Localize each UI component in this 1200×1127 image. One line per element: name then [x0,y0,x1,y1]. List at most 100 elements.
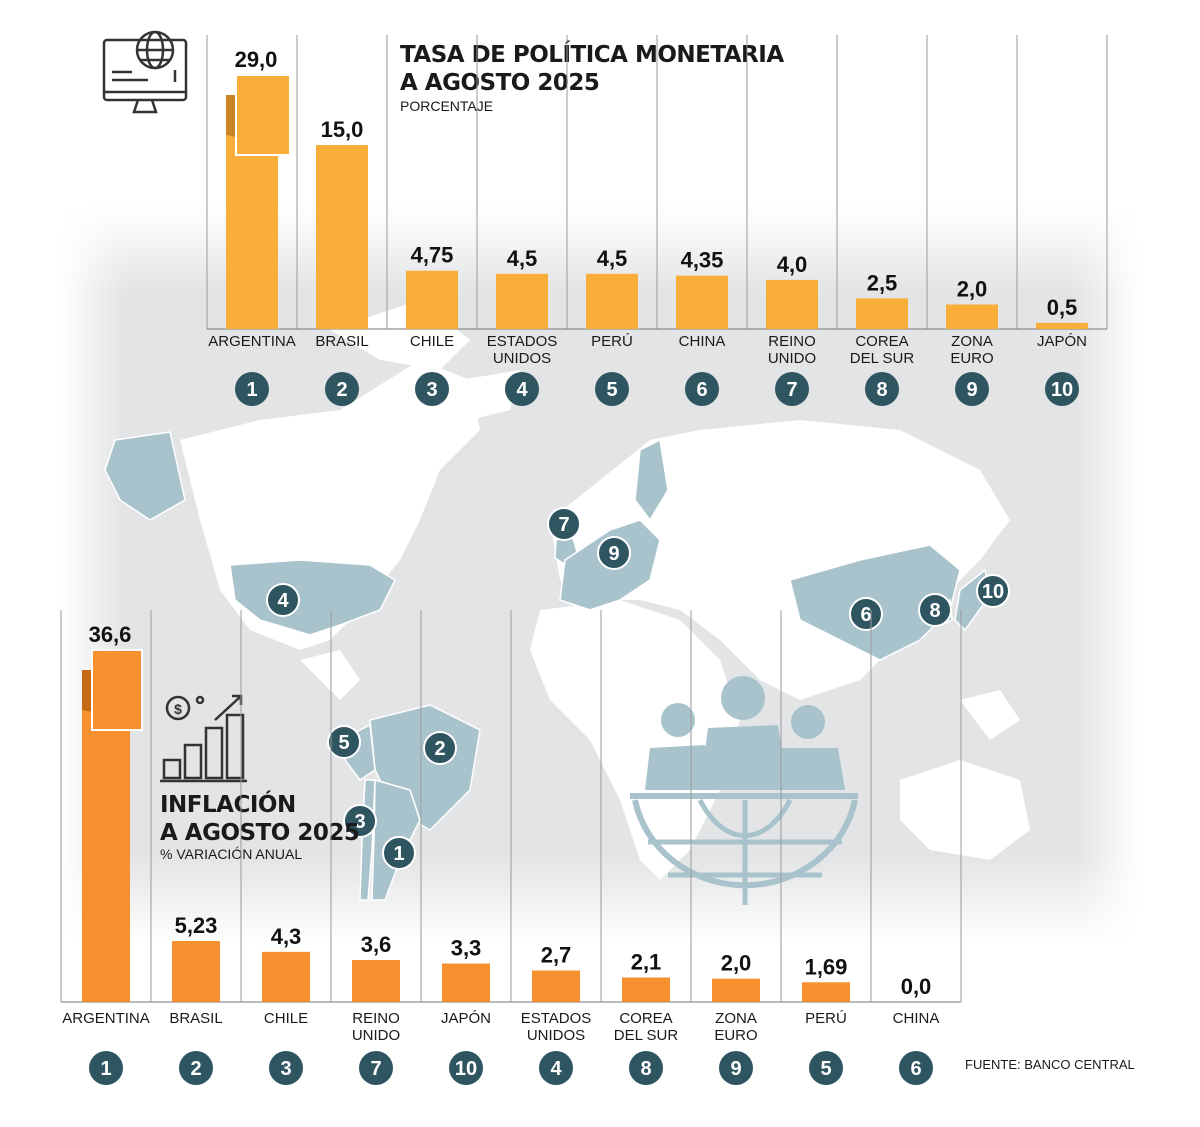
policy-value-label: 4,35 [681,248,724,273]
map-marker-2: 2 [423,731,457,765]
inflation-category-label: ZONA [715,1010,757,1027]
policy-category-label: UNIDOS [493,350,551,367]
svg-text:8: 8 [929,600,940,622]
inflation-rank-badge: 8 [629,1051,663,1085]
policy-value-label: 4,5 [507,246,538,271]
policy-value-label: 0,5 [1047,295,1078,320]
policy-category-label: ESTADOS [487,333,558,350]
inflation-rank-number: 7 [370,1058,381,1080]
policy-category-label: CHINA [679,333,726,350]
policy-rank-badge: 8 [865,372,899,406]
policy-bar [856,298,908,329]
policy-value-label: 4,0 [777,252,808,277]
inflation-bar [172,941,220,1002]
inflation-category-label: CHILE [264,1010,308,1027]
inflation-bar [262,951,310,1002]
inflation-value-label: 3,6 [361,932,392,957]
inflation-value-label: 1,69 [805,954,848,979]
inflation-category-label: ESTADOS [521,1010,592,1027]
inflation-category-label: REINO [352,1010,400,1027]
policy-bar [676,275,728,329]
policy-rank-circle [685,372,719,406]
inflation-bar-fold [82,670,92,712]
policy-bar [946,304,998,329]
computer-globe-icon [102,30,188,114]
inflation-rank-circle [899,1051,933,1085]
policy-rank-circle [955,372,989,406]
policy-rank-badge: 1 [235,372,269,406]
inflation-rank-circle [809,1051,843,1085]
policy-value-label: 2,0 [957,276,988,301]
policy-bar-fold [226,95,236,137]
map-marker-1: 1 [382,836,416,870]
policy-category-label: DEL SUR [850,350,915,367]
map-marker-6: 6 [849,597,883,631]
inflation-rank-number: 4 [550,1058,562,1080]
inflation-rank-circle [449,1051,483,1085]
svg-text:1: 1 [393,843,404,865]
inflation-rank-number: 10 [455,1058,477,1080]
inflation-category-label: EURO [714,1027,757,1044]
policy-subtitle: PORCENTAJE [400,98,494,114]
map-marker-8: 8 [918,593,952,627]
map-marker-4: 4 [266,583,300,617]
policy-rank-circle [775,372,809,406]
policy-rank-number: 7 [786,379,797,401]
policy-category-label: EURO [950,350,993,367]
policy-bar [406,270,458,329]
svg-text:$: $ [174,701,182,717]
inflation-rank-badge: 9 [719,1051,753,1085]
policy-bar [586,273,638,329]
finland [634,438,669,522]
inflation-rank-badge: 1 [89,1051,123,1085]
inflation-value-label: 5,23 [175,913,218,938]
inflation-bar [622,977,670,1002]
policy-category-label: ZONA [951,333,993,350]
svg-text:9: 9 [608,543,619,565]
svg-text:7: 7 [558,514,569,536]
policy-rank-number: 6 [696,379,707,401]
inflation-title-line1: INFLACIÓN [160,792,296,818]
policy-value-label: 4,5 [597,246,628,271]
map-marker-3: 3 [343,804,377,838]
policy-rank-number: 1 [246,379,257,401]
inflation-rank-circle [179,1051,213,1085]
policy-rank-badge: 5 [595,372,629,406]
policy-rank-number: 2 [336,379,347,401]
inflation-chart: 36,6 ARGENTINA 1 5,23 BRASIL 2 4,3 CHILE 3 3,6 REI… [60,610,962,1085]
inflation-rank-circle [719,1051,753,1085]
policy-rank-number: 9 [966,379,977,401]
alaska [104,431,186,521]
map-markers: 1 2 3 4 5 6 7 8 9 10 [266,507,1010,870]
policy-rank-number: 3 [426,379,437,401]
money-growth-icon: $ [160,694,247,783]
inflation-rank-number: 8 [640,1058,651,1080]
inflation-rank-number: 5 [820,1058,831,1080]
policy-rank-badge: 3 [415,372,449,406]
inflation-value-label: 2,1 [631,950,662,975]
policy-rank-circle [595,372,629,406]
policy-rank-circle [1045,372,1079,406]
inflation-rank-badge: 7 [359,1051,393,1085]
policy-category-label: BRASIL [315,333,368,350]
inflation-rank-badge: 3 [269,1051,303,1085]
svg-text:2: 2 [434,738,445,760]
inflation-rank-number: 1 [100,1058,111,1080]
inflation-category-label: JAPÓN [441,1010,491,1027]
inflation-rank-circle [89,1051,123,1085]
policy-rank-badge: 6 [685,372,719,406]
inflation-rank-circle [269,1051,303,1085]
policy-bar [766,279,818,329]
map-marker-9: 9 [597,536,631,570]
inflation-category-label: UNIDO [352,1027,400,1044]
inflation-value-label: 0,0 [901,974,932,999]
inflation-rank-badge: 2 [179,1051,213,1085]
inflation-category-label: PERÚ [805,1010,847,1027]
inflation-bar [712,978,760,1002]
policy-bar [1036,322,1088,329]
policy-rank-badge: 9 [955,372,989,406]
inflation-rank-badge: 5 [809,1051,843,1085]
inflation-value-label: 2,0 [721,951,752,976]
policy-rank-badge: 7 [775,372,809,406]
